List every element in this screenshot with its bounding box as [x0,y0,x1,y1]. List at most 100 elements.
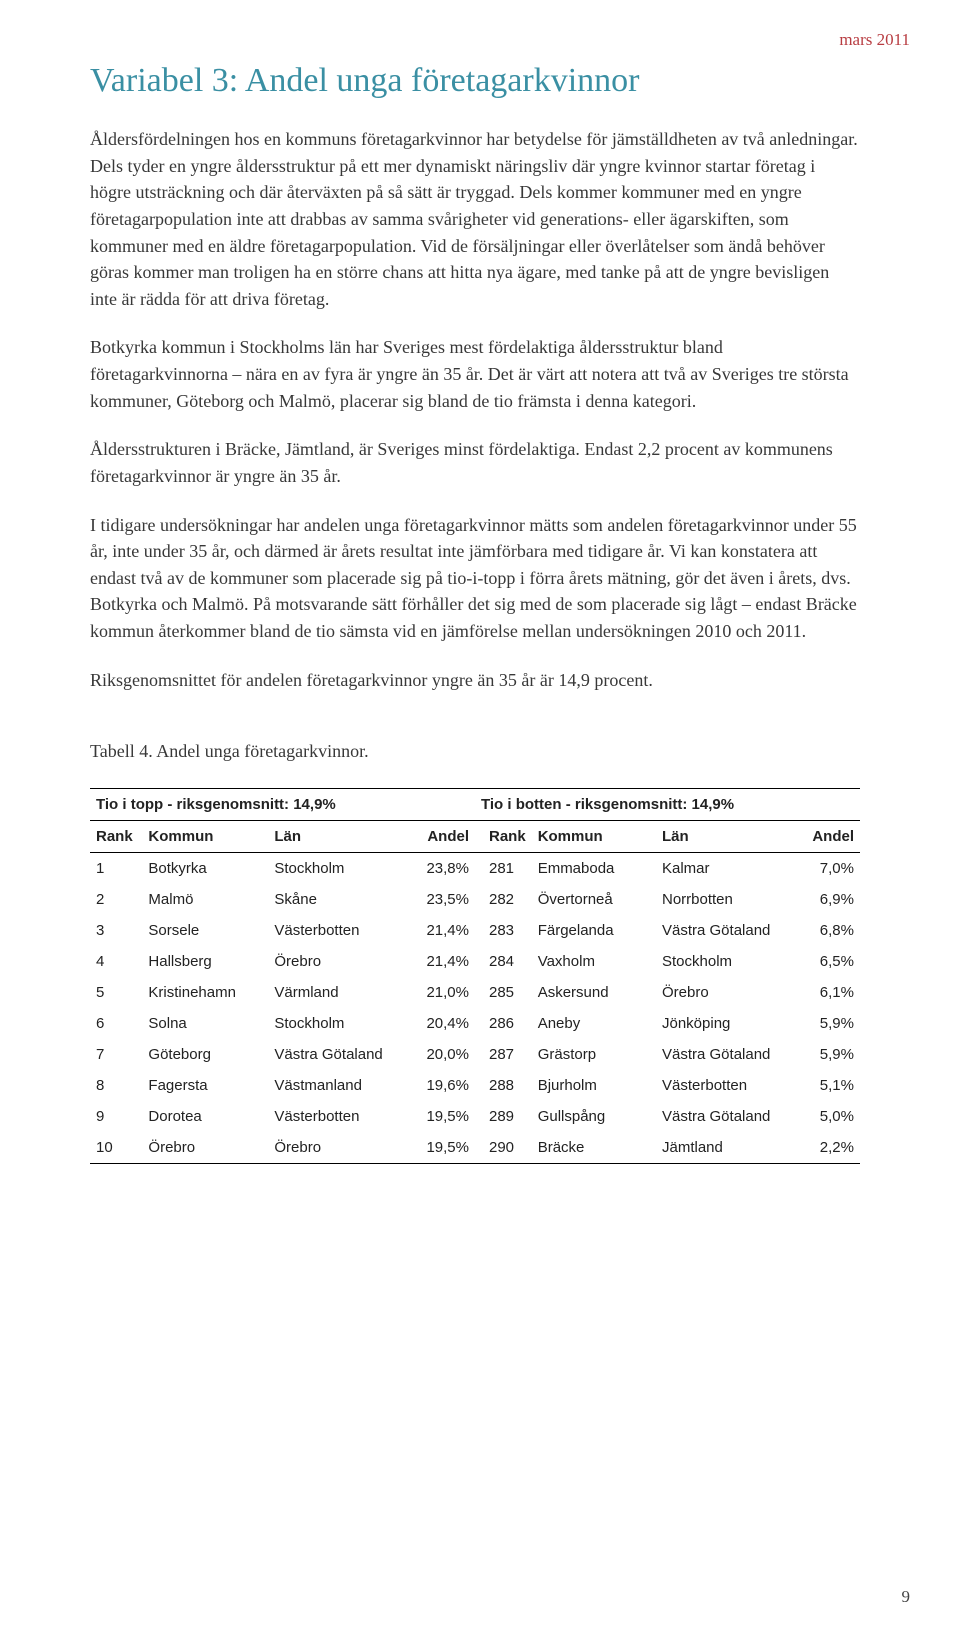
group-header-right: Tio i botten - riksgenomsnitt: 14,9% [475,789,860,821]
cell-lan: Stockholm [656,946,790,977]
cell-kommun: Örebro [142,1132,268,1164]
table-row: 7GöteborgVästra Götaland20,0% [90,1039,475,1070]
paragraph: Botkyrka kommun i Stockholms län har Sve… [90,334,860,414]
cell-kommun: Aneby [532,1008,656,1039]
cell-andel: 20,0% [404,1039,475,1070]
col-kommun: Kommun [142,821,268,853]
paragraph: I tidigare undersökningar har andelen un… [90,512,860,645]
cell-rank: 285 [475,977,532,1008]
cell-lan: Västra Götaland [268,1039,404,1070]
cell-lan: Örebro [268,1132,404,1164]
cell-rank: 3 [90,915,142,946]
cell-andel: 19,5% [404,1101,475,1132]
cell-lan: Jämtland [656,1132,790,1164]
cell-rank: 6 [90,1008,142,1039]
cell-rank: 7 [90,1039,142,1070]
cell-andel: 5,9% [790,1008,860,1039]
table-row: 286AnebyJönköping5,9% [475,1008,860,1039]
cell-rank: 286 [475,1008,532,1039]
cell-andel: 19,5% [404,1132,475,1164]
cell-andel: 6,1% [790,977,860,1008]
cell-rank: 10 [90,1132,142,1164]
table-row: 281EmmabodaKalmar7,0% [475,853,860,885]
cell-kommun: Grästorp [532,1039,656,1070]
table-body-left: 1BotkyrkaStockholm23,8%2MalmöSkåne23,5%3… [90,853,475,1164]
group-header-left: Tio i topp - riksgenomsnitt: 14,9% [90,789,475,821]
cell-rank: 281 [475,853,532,885]
table-row: 284VaxholmStockholm6,5% [475,946,860,977]
cell-rank: 284 [475,946,532,977]
table-row: 287GrästorpVästra Götaland5,9% [475,1039,860,1070]
paragraph: Riksgenomsnittet för andelen företagarkv… [90,667,860,694]
table-row: 3SorseleVästerbotten21,4% [90,915,475,946]
cell-lan: Västerbotten [268,1101,404,1132]
cell-lan: Västmanland [268,1070,404,1101]
table-row: 289GullspångVästra Götaland5,0% [475,1101,860,1132]
table-right: Tio i botten - riksgenomsnitt: 14,9% Ran… [475,788,860,1164]
cell-rank: 283 [475,915,532,946]
cell-lan: Stockholm [268,853,404,885]
cell-lan: Västerbotten [268,915,404,946]
cell-rank: 9 [90,1101,142,1132]
cell-kommun: Askersund [532,977,656,1008]
page-number: 9 [902,1587,911,1607]
table-caption: Tabell 4. Andel unga företagarkvinnor. [90,741,860,762]
cell-lan: Örebro [656,977,790,1008]
table-row: 6SolnaStockholm20,4% [90,1008,475,1039]
cell-lan: Jönköping [656,1008,790,1039]
col-lan: Län [268,821,404,853]
cell-andel: 21,0% [404,977,475,1008]
cell-kommun: Färgelanda [532,915,656,946]
cell-kommun: Malmö [142,884,268,915]
cell-lan: Västerbotten [656,1070,790,1101]
cell-rank: 288 [475,1070,532,1101]
table-row: 9DoroteaVästerbotten19,5% [90,1101,475,1132]
cell-kommun: Övertorneå [532,884,656,915]
cell-andel: 6,9% [790,884,860,915]
table-row: 5KristinehamnVärmland21,0% [90,977,475,1008]
cell-kommun: Sorsele [142,915,268,946]
table-left: Tio i topp - riksgenomsnitt: 14,9% Rank … [90,788,475,1164]
cell-rank: 5 [90,977,142,1008]
table-row: 2MalmöSkåne23,5% [90,884,475,915]
cell-lan: Örebro [268,946,404,977]
cell-kommun: Fagersta [142,1070,268,1101]
cell-kommun: Emmaboda [532,853,656,885]
cell-andel: 21,4% [404,946,475,977]
cell-rank: 2 [90,884,142,915]
cell-andel: 21,4% [404,915,475,946]
table-row: 282ÖvertorneåNorrbotten6,9% [475,884,860,915]
cell-rank: 287 [475,1039,532,1070]
table-row: 1BotkyrkaStockholm23,8% [90,853,475,885]
cell-andel: 7,0% [790,853,860,885]
cell-kommun: Vaxholm [532,946,656,977]
paragraph: Åldersstrukturen i Bräcke, Jämtland, är … [90,436,860,489]
cell-lan: Västra Götaland [656,1101,790,1132]
col-andel: Andel [404,821,475,853]
cell-kommun: Göteborg [142,1039,268,1070]
cell-kommun: Botkyrka [142,853,268,885]
cell-lan: Norrbotten [656,884,790,915]
col-lan: Län [656,821,790,853]
cell-andel: 23,5% [404,884,475,915]
cell-rank: 1 [90,853,142,885]
cell-kommun: Kristinehamn [142,977,268,1008]
cell-lan: Kalmar [656,853,790,885]
cell-rank: 8 [90,1070,142,1101]
cell-andel: 19,6% [404,1070,475,1101]
cell-rank: 282 [475,884,532,915]
cell-rank: 289 [475,1101,532,1132]
cell-andel: 5,0% [790,1101,860,1132]
cell-andel: 23,8% [404,853,475,885]
table-row: 290BräckeJämtland2,2% [475,1132,860,1164]
col-andel: Andel [790,821,860,853]
cell-andel: 2,2% [790,1132,860,1164]
page-heading: Variabel 3: Andel unga företagarkvinnor [90,62,860,100]
cell-rank: 4 [90,946,142,977]
cell-rank: 290 [475,1132,532,1164]
col-rank: Rank [475,821,532,853]
cell-kommun: Dorotea [142,1101,268,1132]
table-row: 10ÖrebroÖrebro19,5% [90,1132,475,1164]
cell-kommun: Bräcke [532,1132,656,1164]
col-kommun: Kommun [532,821,656,853]
